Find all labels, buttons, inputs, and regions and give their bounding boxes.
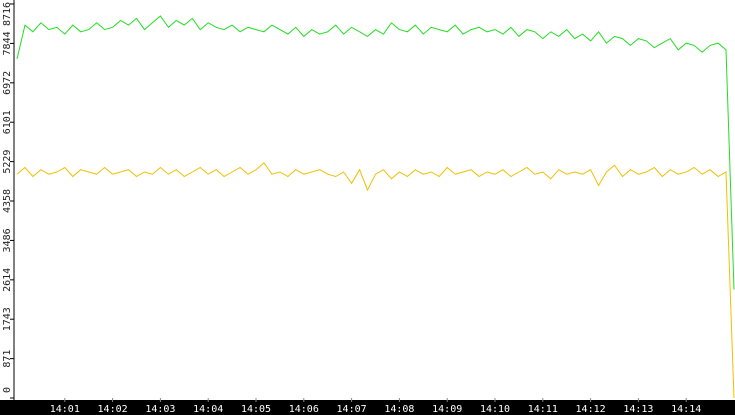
y-tick-label: 1743 <box>2 307 13 331</box>
y-tick-label: 4358 <box>2 189 13 213</box>
x-tick-label: 14:05 <box>241 404 271 415</box>
x-tick-label: 14:09 <box>432 404 462 415</box>
y-tick-label: 871 <box>2 350 13 368</box>
y-tick-label: 2614 <box>2 268 13 292</box>
y-tick-label: 5229 <box>2 150 13 174</box>
y-tick-label: 3486 <box>2 228 13 252</box>
data-line <box>16 162 735 399</box>
x-tick-label: 14:08 <box>384 404 414 415</box>
data-line <box>16 15 735 290</box>
x-tick-label: 14:04 <box>193 404 223 415</box>
x-tick-label: 14:03 <box>145 404 175 415</box>
x-tick-label: 14:07 <box>337 404 367 415</box>
x-tick-label: 14:13 <box>623 404 653 415</box>
x-tick-label: 14:10 <box>480 404 510 415</box>
y-tick-label: 6972 <box>2 71 13 95</box>
x-axis-band <box>0 400 735 415</box>
x-tick-label: 14:02 <box>98 404 128 415</box>
x-tick-label: 14:01 <box>50 404 80 415</box>
x-tick-label: 14:12 <box>576 404 606 415</box>
y-tick-label: 7844 <box>2 31 13 55</box>
x-tick-label: 14:14 <box>671 404 701 415</box>
y-tick-label: 6101 <box>2 110 13 134</box>
y-tick-label: 8716 <box>2 2 13 26</box>
x-tick-label: 14:06 <box>289 404 319 415</box>
y-tick-label: 0 <box>2 387 13 393</box>
x-tick-label: 14:11 <box>528 404 558 415</box>
